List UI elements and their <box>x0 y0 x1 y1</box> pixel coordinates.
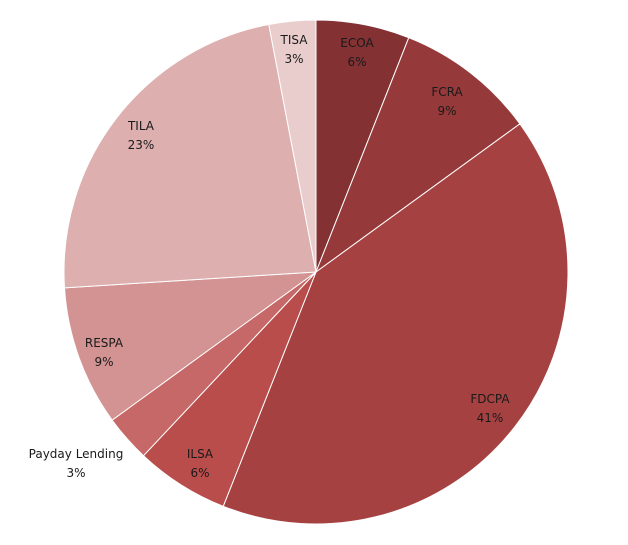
slice-label-ecoa: ECOA 6% <box>340 36 374 69</box>
slice-category: Payday Lending <box>29 447 124 461</box>
pie-slice-tila <box>63 23 317 289</box>
slice-category: ECOA <box>340 36 374 50</box>
slice-category: FDCPA <box>470 392 510 406</box>
pie-slices <box>63 19 569 525</box>
slice-percentage: 6% <box>190 466 209 480</box>
slice-percentage: 3% <box>284 52 303 66</box>
slice-percentage: 41% <box>477 411 504 425</box>
slice-category: TILA <box>127 119 155 133</box>
slice-label-fcra: FCRA 9% <box>431 85 463 118</box>
slice-percentage: 9% <box>437 104 456 118</box>
slice-label-fdcpa: FDCPA 41% <box>470 392 510 425</box>
slice-label-respa: RESPA 9% <box>85 336 124 369</box>
slice-label-payday-lending: Payday Lending 3% <box>29 447 124 480</box>
slice-category: TISA <box>280 33 309 47</box>
slice-percentage: 23% <box>128 138 155 152</box>
slice-category: RESPA <box>85 336 124 350</box>
pie-labels: ECOA 6% FCRA 9% FDCPA 41% ILSA 6% Payday Lending… <box>29 33 511 480</box>
pie-slice-fcra <box>314 37 521 274</box>
pie-slice-fdcpa <box>222 123 569 525</box>
slice-category: FCRA <box>431 85 463 99</box>
slice-label-tisa: TISA 3% <box>280 33 309 66</box>
pie-slice-respa <box>63 271 318 421</box>
pie-slice-tisa <box>268 19 317 273</box>
slice-category: ILSA <box>187 447 214 461</box>
slice-label-ilsa: ILSA 6% <box>187 447 214 480</box>
slice-label-tila: TILA 23% <box>127 119 155 152</box>
slice-percentage: 9% <box>94 355 113 369</box>
slice-percentage: 3% <box>66 466 85 480</box>
slice-percentage: 6% <box>347 55 366 69</box>
